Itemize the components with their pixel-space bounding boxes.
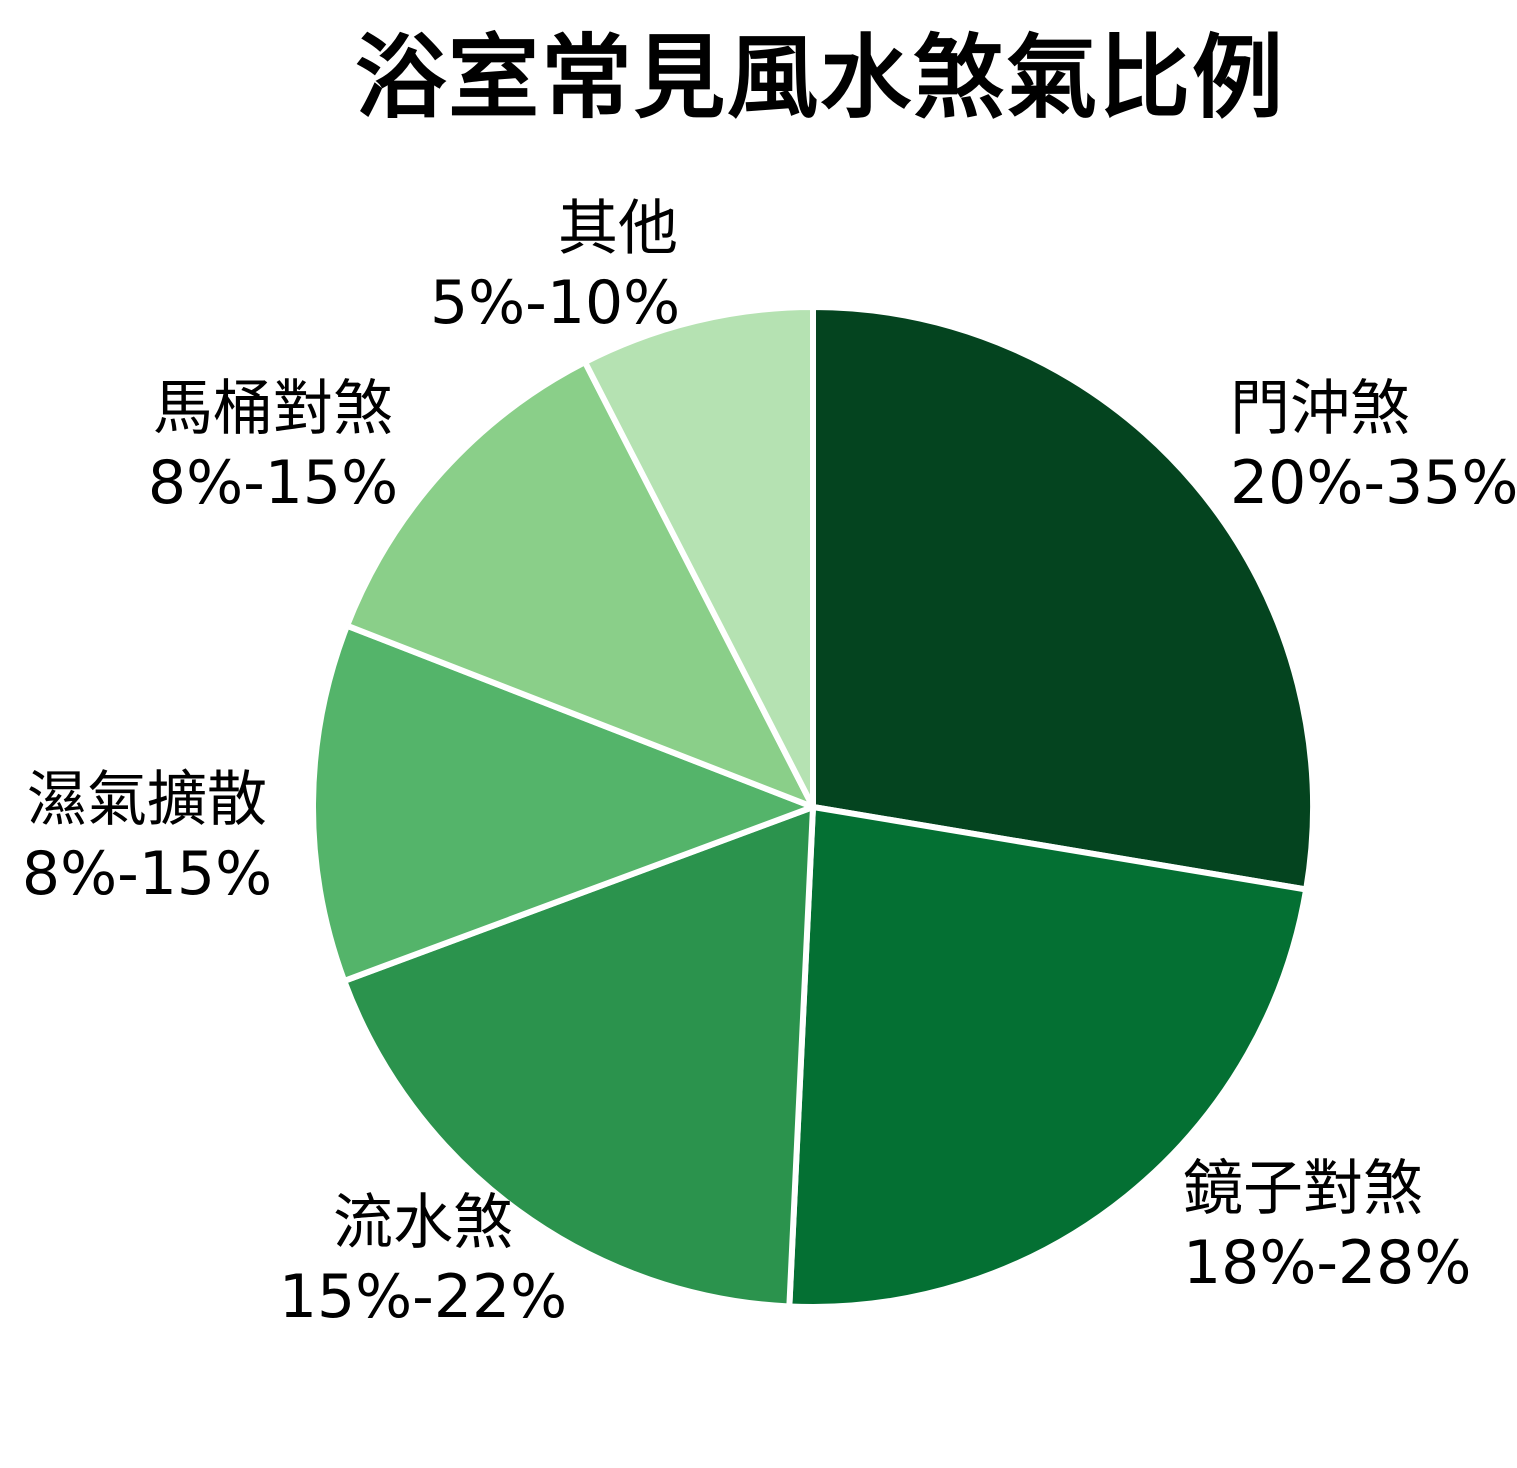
pie-label-range: 8%-15%: [147, 448, 399, 518]
pie-label-name: 鏡子對煞: [1183, 1154, 1423, 1224]
pie-label-range: 15%-22%: [278, 1262, 568, 1332]
pie-label-range: 20%-35%: [1230, 448, 1517, 518]
pie-label-moisture-spread: 濕氣擴散 8%-15%: [16, 763, 278, 911]
pie-slice-5: [581, 304, 816, 810]
pie-label-name: 流水煞: [333, 1188, 513, 1258]
pie-label-range: 18%-28%: [1183, 1228, 1472, 1298]
pie-slice-0: [810, 304, 1316, 893]
pie-label-mirror-facing-sha: 鏡子對煞 18%-28%: [1183, 1152, 1513, 1300]
pie-label-name: 其他: [558, 194, 678, 264]
pie-label-name: 濕氣擴散: [27, 765, 267, 835]
pie-label-door-clash-sha: 門沖煞 20%-35%: [1230, 372, 1517, 520]
pie-label-range: 5%-10%: [430, 268, 681, 338]
pie-slice-2: [341, 804, 816, 1310]
pie-label-other: 其他 5%-10%: [430, 192, 681, 340]
pie-label-name: 門沖煞: [1230, 374, 1410, 444]
pie-slice-3: [310, 622, 816, 984]
pie-label-range: 8%-15%: [21, 839, 273, 909]
pie-label-flowing-water-sha: 流水煞 15%-22%: [253, 1186, 593, 1334]
pie-slice-4: [344, 359, 816, 810]
pie-slice-1: [786, 804, 1310, 1310]
chart-title: 浴室常見風水煞氣比例: [354, 26, 1285, 131]
pie-label-toilet-facing-sha: 馬桶對煞 8%-15%: [142, 372, 404, 520]
pie-label-name: 馬桶對煞: [153, 374, 393, 444]
